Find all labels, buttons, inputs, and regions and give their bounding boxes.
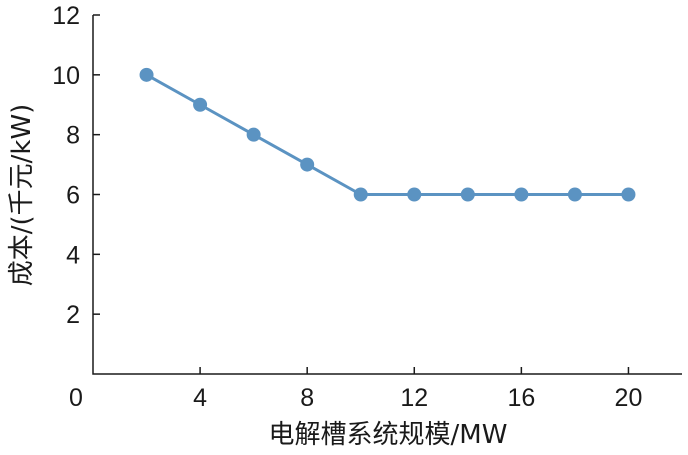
y-axis-ticks: 2 4 6 8 10 12 <box>52 2 100 329</box>
data-point <box>300 157 315 172</box>
data-point <box>246 127 261 142</box>
y-tick-label: 10 <box>52 62 80 90</box>
data-point <box>139 67 154 82</box>
series-group <box>139 67 636 202</box>
y-tick-label: 12 <box>52 2 80 30</box>
y-tick-label: 2 <box>66 301 80 329</box>
data-point <box>460 187 475 202</box>
y-tick-label: 4 <box>66 241 80 269</box>
x-tick-label: 16 <box>507 384 535 412</box>
data-point <box>567 187 582 202</box>
data-point <box>353 187 368 202</box>
x-tick-label: 8 <box>300 384 314 412</box>
series-line <box>145 73 629 196</box>
y-tick-label: 8 <box>66 122 80 150</box>
data-point <box>621 187 636 202</box>
x-axis-title: 电解槽系统规模/MW <box>269 420 508 450</box>
x-tick-label: 0 <box>69 384 83 412</box>
x-tick-label: 12 <box>400 384 428 412</box>
x-tick-label: 4 <box>193 384 207 412</box>
x-axis-ticks: 0 4 8 12 16 20 <box>69 367 642 412</box>
data-point <box>407 187 422 202</box>
data-point <box>193 97 208 112</box>
data-point <box>514 187 529 202</box>
x-tick-label: 20 <box>615 384 643 412</box>
y-axis-title: 成本/(千元/kW) <box>7 104 37 287</box>
y-tick-label: 6 <box>66 182 80 210</box>
